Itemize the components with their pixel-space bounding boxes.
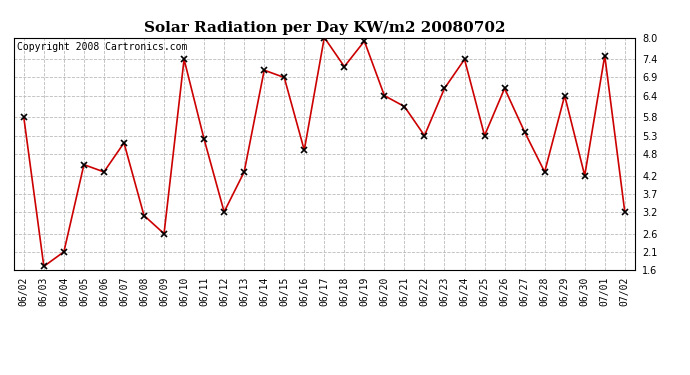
Title: Solar Radiation per Day KW/m2 20080702: Solar Radiation per Day KW/m2 20080702	[144, 21, 505, 35]
Text: Copyright 2008 Cartronics.com: Copyright 2008 Cartronics.com	[17, 42, 187, 52]
